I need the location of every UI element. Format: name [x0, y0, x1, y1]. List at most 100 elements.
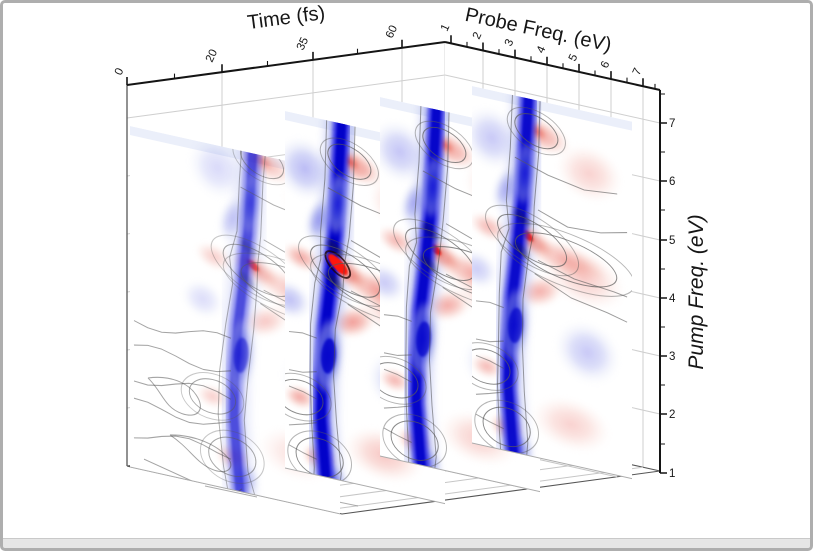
contour-ring	[310, 244, 381, 298]
probe-tick-label: 7	[631, 66, 645, 77]
contour-ring	[380, 362, 419, 399]
left-mid-blue-wash	[179, 277, 226, 321]
dark-contact-smudge	[325, 271, 343, 289]
pump-axis-title: Pump Freq. (eV)	[685, 214, 708, 369]
band-edge-contour	[243, 126, 269, 502]
slice-bottom-edge	[130, 466, 340, 515]
lower-left-contour	[383, 405, 412, 409]
lower-left-contour	[383, 368, 412, 383]
contour-ring	[497, 213, 568, 268]
dark-contact-smudge	[512, 241, 530, 259]
contour-ring	[472, 342, 519, 391]
lower-left-contour	[383, 427, 412, 443]
lower-left-contour	[133, 397, 232, 425]
pump-tick-label: 3	[669, 351, 675, 363]
fan-lower-contour	[534, 273, 628, 323]
pump-tick-label: 2	[669, 409, 675, 421]
dark-contact-smudge	[420, 254, 438, 273]
probe-tick-label: 1	[439, 22, 453, 33]
band-bulge-upper	[238, 170, 263, 236]
dark-contact-smudge	[421, 222, 439, 240]
band-edge-contour	[333, 123, 356, 501]
contour-ring	[285, 372, 332, 422]
contour-ring	[390, 420, 439, 461]
left-mid-blue-wash	[380, 261, 409, 305]
band-edge-contour	[428, 106, 450, 485]
dark-contact-smudge	[239, 238, 256, 257]
dark-contact-smudge	[238, 271, 255, 289]
bottom-right-wash	[529, 395, 613, 454]
slice-bottom-edge	[285, 467, 445, 505]
contour-ring	[208, 436, 257, 477]
time-axis-title: Time (fs)	[246, 2, 326, 34]
band-bulge-upper	[512, 141, 538, 206]
right-low-blue-wash	[552, 318, 623, 387]
contour-ring	[514, 113, 559, 150]
probe-tick-label: 5	[567, 52, 581, 63]
pump-tick-label: 5	[669, 235, 675, 247]
band-edge-contour	[496, 86, 514, 466]
left-mid-blue-wash	[285, 278, 314, 322]
lower-left-contour	[288, 369, 317, 373]
pump-tick-label: 1	[669, 468, 675, 480]
lower-left-contour	[288, 422, 317, 426]
slice-bottom-edge	[380, 455, 540, 493]
time-tick-label: 20	[204, 48, 220, 65]
lower-left-contour	[133, 435, 232, 460]
probe-tick-label: 4	[535, 44, 549, 55]
band-bulge-upper	[420, 154, 446, 220]
left-mid-blue-wash	[472, 247, 501, 291]
band-edge-contour	[405, 100, 422, 479]
spectral-slice-t60	[472, 86, 632, 480]
upper-left-blue-wash	[472, 104, 524, 172]
pump-tick-label: 4	[669, 293, 676, 305]
contour-ring	[188, 378, 237, 415]
lower-left-contour	[288, 385, 317, 400]
time-tick-label: 0	[113, 66, 127, 77]
lower-left-contour	[475, 338, 504, 343]
lower-left-contour	[475, 391, 504, 395]
slice-bottom-edge	[472, 442, 632, 480]
lower-left-contour	[475, 300, 504, 309]
contour-ring	[482, 406, 531, 448]
upper-area-contour	[514, 156, 618, 195]
lower-left-contour	[288, 444, 317, 460]
contour-ring	[506, 106, 566, 156]
contour-ring	[485, 204, 580, 277]
probe-tick-label: 2	[471, 30, 485, 41]
contour-ring	[180, 372, 245, 421]
upper-left-blue-wash	[285, 134, 337, 203]
lower-left-contour	[288, 330, 317, 339]
band-bulge-upper	[325, 171, 351, 237]
lower-left-contour	[133, 380, 232, 400]
contour-ring	[422, 126, 467, 164]
dark-contact-smudge	[513, 208, 531, 227]
time-tick-label: 60	[384, 24, 400, 41]
lower-left-contour	[133, 344, 232, 373]
band-edge-contour	[521, 92, 541, 471]
band-edge-contour	[309, 117, 328, 496]
lower-left-contour	[475, 413, 504, 430]
spectral-slices	[130, 86, 632, 515]
upper-left-blue-wash	[380, 118, 432, 186]
contour-ring	[472, 348, 511, 385]
fan-lower-contour-2	[537, 259, 628, 298]
band-edge-contour	[217, 126, 245, 496]
fan-wash	[541, 247, 627, 311]
contour-ring	[319, 137, 379, 187]
contour-ring	[285, 378, 324, 416]
probe-tick-label: 6	[599, 59, 613, 70]
window-footer-strip	[3, 538, 810, 548]
probe-tick-label: 3	[503, 37, 517, 48]
lower-left-contour	[475, 354, 504, 369]
pump-tick-label: 6	[669, 176, 675, 188]
contour-ring	[497, 222, 632, 297]
upper-right-wash	[554, 143, 624, 205]
contour-ring	[514, 232, 618, 288]
upper-left-blue-wash	[186, 134, 249, 202]
contour-ring	[380, 355, 427, 405]
contour-ring	[199, 429, 265, 484]
lower-left-contour	[133, 320, 232, 339]
